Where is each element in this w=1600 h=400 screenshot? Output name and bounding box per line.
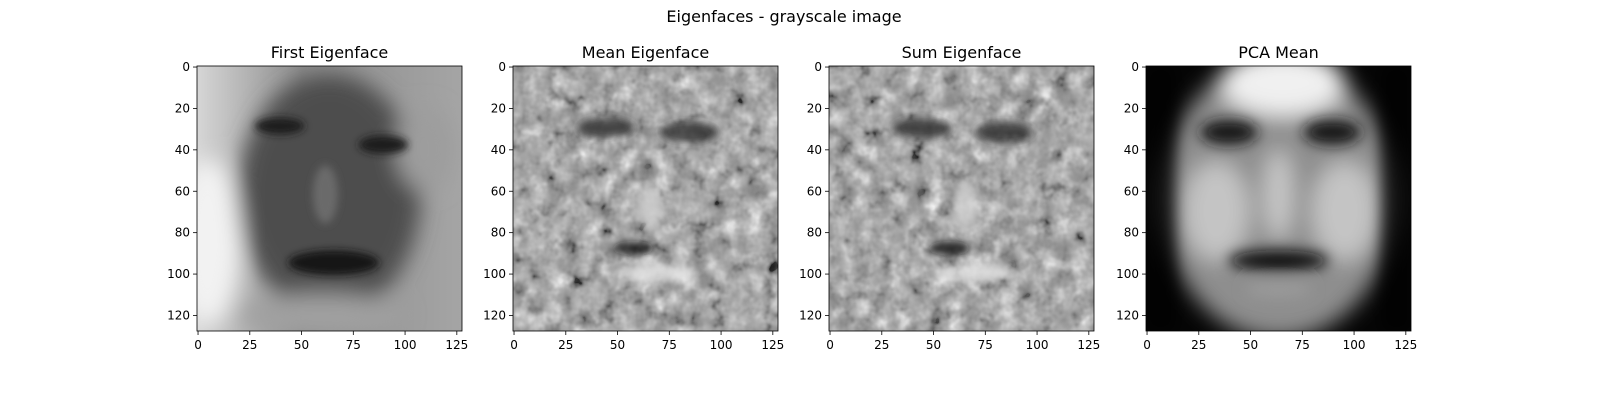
y-tick-label: 40 xyxy=(1124,143,1139,157)
y-tick-label: 20 xyxy=(807,101,822,115)
y-tick-label: 20 xyxy=(491,101,506,115)
panel-image xyxy=(513,66,778,331)
axes-frame xyxy=(1145,65,1412,332)
x-tick-label: 100 xyxy=(394,338,417,352)
y-tick-label: 40 xyxy=(807,143,822,157)
panel-title: Mean Eigenface xyxy=(582,43,709,62)
y-tick-label: 80 xyxy=(175,226,190,240)
y-tick-label: 80 xyxy=(491,226,506,240)
panel-2: Mean Eigenface 0 25 50 75 100 125 0 20 40 60 80 100 1… xyxy=(483,43,784,352)
y-tick-label: 80 xyxy=(807,226,822,240)
y-tick-label: 40 xyxy=(491,143,506,157)
x-tick-label: 25 xyxy=(1191,338,1206,352)
x-tick-label: 50 xyxy=(1243,338,1258,352)
x-tick-label: 75 xyxy=(1295,338,1310,352)
y-tick-label: 0 xyxy=(814,60,822,74)
panel-title: Sum Eigenface xyxy=(902,43,1022,62)
panel-title: First Eigenface xyxy=(271,43,389,62)
x-tick-label: 100 xyxy=(1026,338,1049,352)
x-tick-label: 75 xyxy=(346,338,361,352)
y-tick-label: 80 xyxy=(1124,226,1139,240)
x-tick-label: 100 xyxy=(710,338,733,352)
panels: First Eigenface 0 25 50 75 100 125 0 20 40 60 80 100… xyxy=(167,43,1417,352)
panel-1: First Eigenface 0 25 50 75 100 125 0 20 40 60 80 100… xyxy=(167,43,468,352)
x-tick-label: 25 xyxy=(242,338,257,352)
panel-image xyxy=(1146,66,1411,331)
panel-image xyxy=(197,66,462,331)
axes-frame xyxy=(196,65,463,332)
y-tick-label: 60 xyxy=(807,184,822,198)
x-tick-label: 100 xyxy=(1343,338,1366,352)
x-tick-label: 0 xyxy=(1143,338,1151,352)
x-tick-label: 50 xyxy=(610,338,625,352)
y-tick-label: 60 xyxy=(491,184,506,198)
y-tick-label: 0 xyxy=(498,60,506,74)
y-tick-label: 0 xyxy=(182,60,190,74)
axes-frame xyxy=(828,65,1095,332)
x-tick-label: 0 xyxy=(826,338,834,352)
y-tick-label: 120 xyxy=(1116,308,1139,322)
x-tick-label: 125 xyxy=(1077,338,1100,352)
y-tick-label: 100 xyxy=(799,267,822,281)
x-tick-label: 25 xyxy=(558,338,573,352)
axes-frame xyxy=(512,65,779,332)
x-tick-label: 125 xyxy=(1394,338,1417,352)
x-tick-label: 125 xyxy=(445,338,468,352)
y-tick-label: 120 xyxy=(799,308,822,322)
y-tick-label: 100 xyxy=(167,267,190,281)
y-tick-label: 100 xyxy=(1116,267,1139,281)
x-tick-label: 50 xyxy=(926,338,941,352)
y-tick-label: 120 xyxy=(167,308,190,322)
y-tick-label: 120 xyxy=(483,308,506,322)
panel-title: PCA Mean xyxy=(1238,43,1318,62)
figure-title: Eigenfaces - grayscale image xyxy=(666,7,901,26)
y-tick-label: 60 xyxy=(1124,184,1139,198)
x-tick-label: 50 xyxy=(294,338,309,352)
x-tick-label: 0 xyxy=(510,338,518,352)
panel-image xyxy=(829,66,1094,331)
y-tick-label: 100 xyxy=(483,267,506,281)
y-tick-label: 0 xyxy=(1131,60,1139,74)
y-tick-label: 60 xyxy=(175,184,190,198)
x-tick-label: 75 xyxy=(978,338,993,352)
y-tick-label: 20 xyxy=(175,101,190,115)
panel-4: PCA Mean 0 25 50 75 100 125 0 20 40 60 80 100 120 xyxy=(1116,43,1417,352)
x-tick-label: 75 xyxy=(662,338,677,352)
x-tick-label: 25 xyxy=(874,338,889,352)
x-tick-label: 0 xyxy=(194,338,202,352)
x-tick-label: 125 xyxy=(761,338,784,352)
panel-3: Sum Eigenface 0 25 50 75 100 125 0 20 40 60 80 100 12… xyxy=(799,43,1100,352)
y-tick-label: 20 xyxy=(1124,101,1139,115)
y-tick-label: 40 xyxy=(175,143,190,157)
